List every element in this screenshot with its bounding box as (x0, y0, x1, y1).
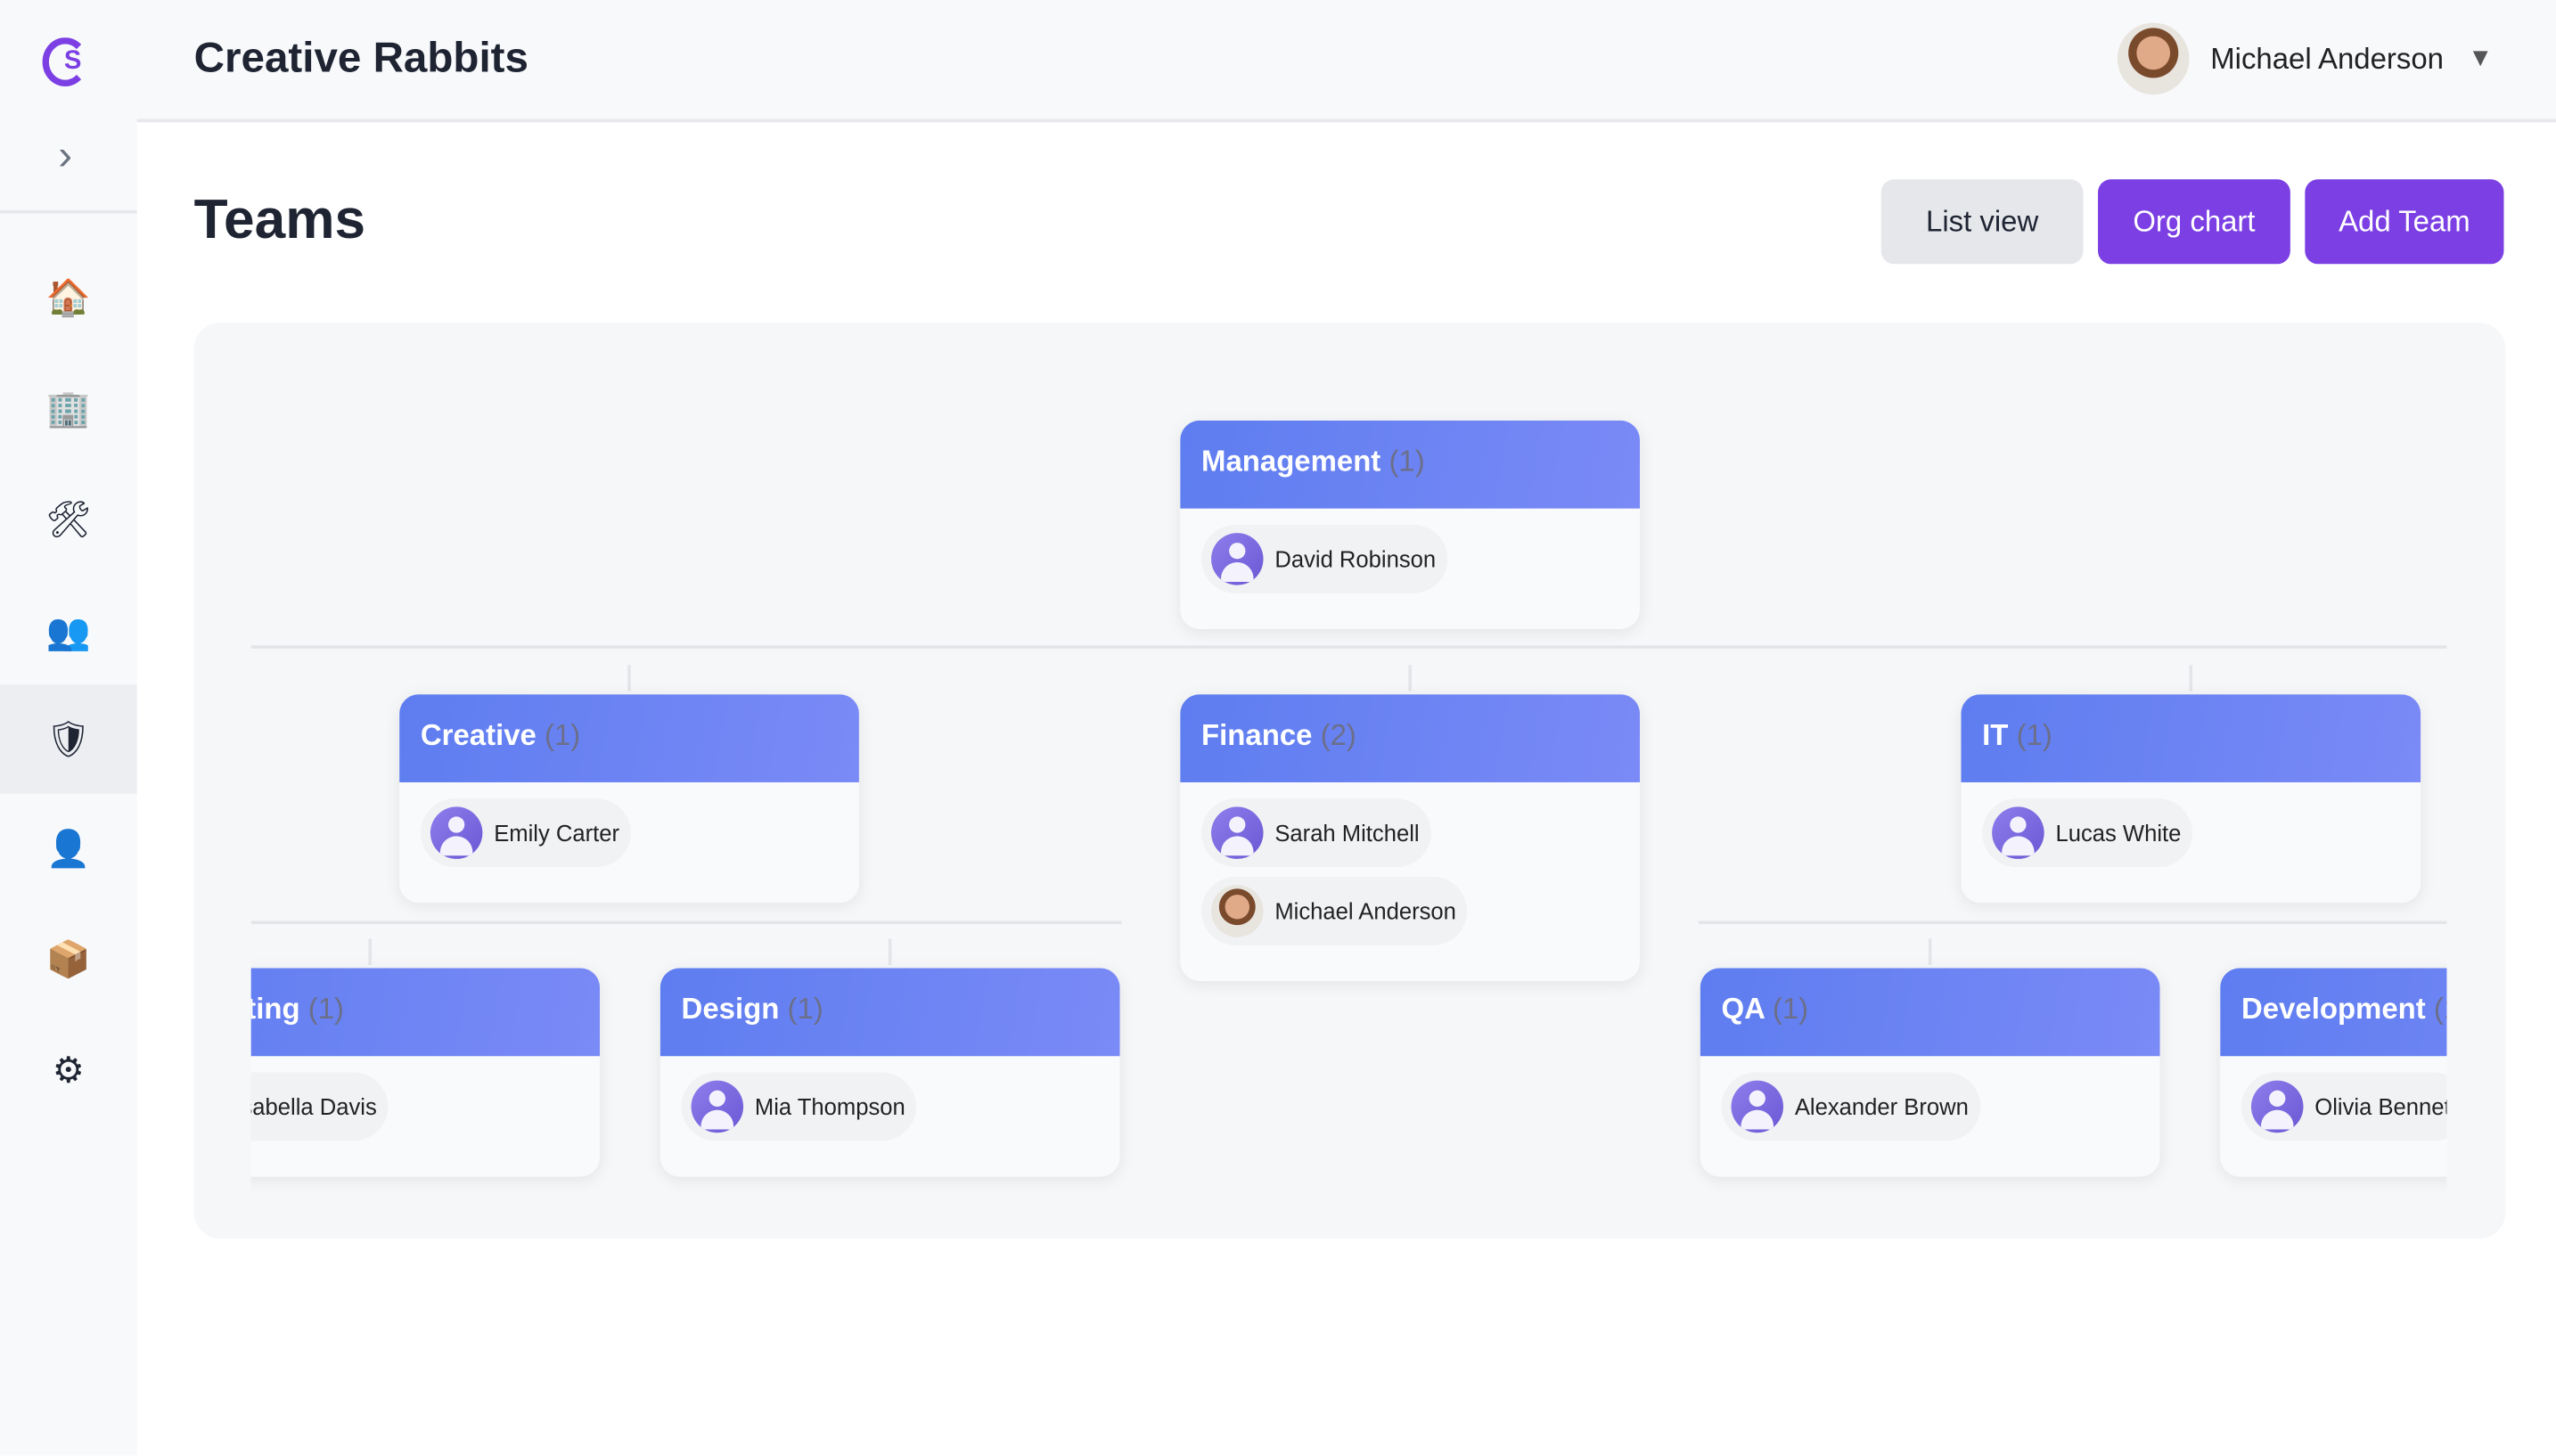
member-chip[interactable]: Olivia Bennett (2241, 1072, 2447, 1141)
member-name: Mia Thompson (754, 1093, 905, 1120)
member-chip[interactable]: Lucas White (1982, 798, 2193, 868)
connector-line (250, 645, 2447, 649)
page-title: Teams (193, 189, 366, 251)
connector-line (250, 920, 1122, 925)
team-name: Management (1201, 445, 1381, 478)
member-name: Lucas White (2055, 820, 2182, 847)
connector-tick (2189, 665, 2193, 691)
team-count: (2) (1320, 718, 1356, 752)
avatar-placeholder-icon (2250, 1080, 2304, 1133)
team-count: (1) (545, 718, 581, 752)
connector-tick (627, 665, 631, 691)
sidebar-divider (0, 209, 137, 214)
users-icon[interactable]: 👥 (45, 611, 91, 653)
member-name: David Robinson (1274, 545, 1437, 573)
tools-icon[interactable]: 🛠 (45, 499, 92, 541)
app-title: Creative Rabbits (193, 32, 528, 82)
member-chip[interactable]: Sarah Mitchell (1201, 798, 1431, 868)
logo-icon[interactable]: S (42, 37, 88, 86)
team-name: Development (2241, 992, 2426, 1026)
team-count: (1) (307, 992, 345, 1026)
user-name[interactable]: Michael Anderson (2210, 42, 2444, 76)
team-name: Finance (1201, 718, 1313, 752)
member-photo (1211, 885, 1264, 937)
org-chart-panel: Management (1) David Robinson Creative (… (193, 323, 2506, 1239)
member-name: Emily Carter (494, 820, 620, 847)
member-chip[interactable]: David Robinson (1201, 524, 1447, 593)
team-count: (1) (787, 992, 823, 1026)
team-card-marketing[interactable]: Marketing (1) Isabella Davis (250, 968, 601, 1177)
building-icon[interactable]: 🏢 (45, 389, 91, 429)
expand-sidebar-chevron-icon[interactable]: › (58, 130, 73, 180)
package-icon[interactable]: 📦 (45, 939, 91, 981)
list-view-button[interactable]: List view (1880, 179, 2084, 265)
org-chart-button[interactable]: Org chart (2098, 179, 2290, 265)
member-chip[interactable]: Mia Thompson (681, 1072, 917, 1141)
avatar-placeholder-icon (1992, 806, 2044, 859)
add-team-button[interactable]: Add Team (2305, 179, 2504, 265)
connector-tick (888, 938, 892, 965)
shield-icon[interactable]: 🛡 (45, 719, 92, 761)
member-name: Michael Anderson (1274, 897, 1456, 925)
connector-tick (1928, 938, 1932, 965)
member-name: Sarah Mitchell (1274, 820, 1420, 847)
team-header: Design (1) (659, 968, 1120, 1057)
team-card-design[interactable]: Design (1) Mia Thompson (659, 968, 1120, 1177)
team-header: Management (1) (1180, 420, 1641, 509)
user-icon[interactable]: 👤 (45, 829, 91, 870)
team-name: Marketing (251, 992, 300, 1026)
member-chip[interactable]: Michael Anderson (1201, 877, 1468, 945)
team-header: Creative (1) (399, 694, 859, 782)
team-card-creative[interactable]: Creative (1) Emily Carter (399, 694, 859, 904)
connector-tick (368, 938, 373, 965)
user-avatar[interactable] (2117, 22, 2190, 95)
user-menu-caret-icon[interactable]: ▼ (2472, 45, 2488, 69)
team-name: IT (1982, 718, 2009, 752)
team-header: Finance (2) (1180, 694, 1641, 782)
team-header: Development (1) (2220, 968, 2447, 1057)
member-chip[interactable]: Emily Carter (420, 798, 631, 868)
team-name: Design (681, 992, 780, 1026)
team-count: (1) (2433, 992, 2447, 1026)
gear-icon[interactable]: ⚙ (52, 1050, 85, 1092)
member-name: Alexander Brown (1794, 1093, 1969, 1120)
team-card-development[interactable]: Development (1) Olivia Bennett (2220, 968, 2447, 1177)
team-count: (1) (1389, 445, 1425, 478)
avatar-placeholder-icon (1731, 1080, 1784, 1133)
sidebar-active-bg (0, 684, 137, 794)
team-card-finance[interactable]: Finance (2) Sarah Mitchell Michael Ander… (1180, 694, 1641, 982)
team-count: (1) (1772, 992, 1809, 1026)
connector-tick (1408, 665, 1412, 691)
org-chart-canvas[interactable]: Management (1) David Robinson Creative (… (250, 323, 2447, 1239)
avatar-placeholder-icon (691, 1080, 744, 1133)
member-chip[interactable]: Alexander Brown (1721, 1072, 1980, 1141)
team-name: QA (1721, 992, 1765, 1026)
team-header: Marketing (1) (250, 968, 601, 1057)
member-chip[interactable]: Isabella Davis (250, 1072, 389, 1141)
team-header: IT (1) (1961, 694, 2421, 782)
home-icon[interactable]: 🏠 (45, 277, 91, 319)
member-name: Isabella Davis (251, 1093, 377, 1120)
team-count: (1) (2016, 718, 2052, 752)
team-card-it[interactable]: IT (1) Lucas White (1961, 694, 2421, 904)
sidebar: S › 🏠 🏢 🛠 👥 🛡 👤 📦 ⚙ (0, 0, 137, 1456)
top-header: Creative Rabbits Michael Anderson ▼ (136, 0, 2556, 123)
team-card-qa[interactable]: QA (1) Alexander Brown (1700, 968, 2160, 1177)
member-name: Olivia Bennett (2314, 1093, 2447, 1120)
avatar-placeholder-icon (1211, 806, 1264, 859)
team-name: Creative (420, 718, 537, 752)
team-header: QA (1) (1700, 968, 2160, 1057)
avatar-placeholder-icon (1211, 533, 1264, 585)
connector-line (1698, 920, 2447, 925)
team-card-management[interactable]: Management (1) David Robinson (1180, 420, 1641, 630)
avatar-placeholder-icon (430, 806, 483, 859)
